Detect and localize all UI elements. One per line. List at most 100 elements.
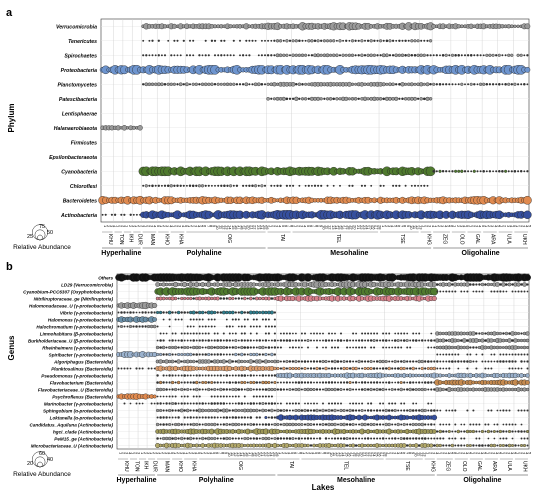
abundance-dot xyxy=(207,416,210,419)
abundance-dot xyxy=(219,311,223,314)
abundance-dot xyxy=(430,346,433,349)
abundance-dot xyxy=(357,97,360,101)
abundance-dot xyxy=(457,360,460,363)
abundance-dot xyxy=(292,332,294,335)
abundance-dot xyxy=(186,325,189,328)
abundance-dot xyxy=(490,290,493,293)
abundance-dot xyxy=(363,54,367,57)
abundance-dot xyxy=(291,360,295,363)
abundance-dot xyxy=(165,423,168,426)
abundance-dot xyxy=(334,332,336,335)
abundance-dot xyxy=(309,422,313,427)
abundance-dot xyxy=(362,96,368,101)
abundance-dot xyxy=(388,402,391,405)
abundance-dot xyxy=(382,423,385,426)
abundance-dot xyxy=(257,443,262,448)
abundance-dot xyxy=(246,387,250,392)
abundance-dot xyxy=(519,443,524,448)
abundance-dot xyxy=(496,444,499,447)
abundance-dot xyxy=(385,346,388,349)
abundance-dot xyxy=(276,339,279,342)
abundance-dot xyxy=(170,54,173,57)
abundance-dot xyxy=(427,402,430,405)
abundance-dot xyxy=(243,416,246,419)
abundance-dot xyxy=(276,184,279,187)
abundance-dot xyxy=(355,437,358,440)
abundance-dot xyxy=(381,409,385,412)
abundance-dot xyxy=(476,54,479,57)
abundance-dot xyxy=(216,374,219,377)
abundance-dot xyxy=(468,359,472,364)
abundance-dot xyxy=(525,331,530,336)
abundance-dot xyxy=(405,388,409,391)
abundance-dot xyxy=(120,367,123,370)
abundance-dot xyxy=(411,373,416,378)
abundance-dot xyxy=(495,170,498,173)
abundance-dot xyxy=(263,359,268,364)
abundance-dot xyxy=(191,310,196,315)
abundance-dot xyxy=(145,54,148,57)
abundance-dot xyxy=(162,353,165,356)
abundance-dot xyxy=(123,367,126,370)
abundance-dot xyxy=(183,353,187,357)
abundance-dot xyxy=(168,339,171,342)
abundance-dot xyxy=(304,82,308,86)
abundance-dot xyxy=(406,367,409,370)
abundance-dot xyxy=(436,409,439,412)
abundance-dot xyxy=(238,83,242,86)
abundance-dot xyxy=(499,353,502,356)
abundance-dot xyxy=(156,402,159,405)
panel-a-x-axis: 1234123123123123451234123451234567891011… xyxy=(101,225,532,257)
abundance-dot xyxy=(307,346,309,349)
abundance-dot xyxy=(180,352,184,357)
lake-label: KHG xyxy=(430,461,436,472)
abundance-dot xyxy=(243,318,246,321)
abundance-dot xyxy=(472,444,475,447)
abundance-dot xyxy=(387,366,391,371)
abundance-dot xyxy=(508,423,511,426)
abundance-dot xyxy=(240,352,244,357)
abundance-dot xyxy=(407,39,410,42)
abundance-dot xyxy=(481,444,484,447)
abundance-dot xyxy=(213,353,216,356)
abundance-dot xyxy=(454,423,457,426)
abundance-dot xyxy=(160,184,163,187)
abundance-dot xyxy=(324,381,328,384)
abundance-dot xyxy=(237,353,240,356)
abundance-dot xyxy=(132,325,135,328)
abundance-dot xyxy=(188,184,192,188)
abundance-dot xyxy=(243,436,247,441)
abundance-dot xyxy=(463,437,466,440)
abundance-dot xyxy=(439,360,442,363)
abundance-dot xyxy=(192,345,196,350)
abundance-dot xyxy=(397,409,400,412)
abundance-dot xyxy=(454,409,457,412)
abundance-dot xyxy=(367,402,370,405)
abundance-dot xyxy=(248,83,251,86)
abundance-dot xyxy=(404,54,407,57)
abundance-dot xyxy=(316,332,318,335)
abundance-dot xyxy=(507,443,512,448)
abundance-dot xyxy=(433,346,436,349)
abundance-dot xyxy=(354,366,358,371)
abundance-dot xyxy=(352,346,354,349)
abundance-dot xyxy=(361,437,364,440)
abundance-dot xyxy=(237,297,241,300)
abundance-dot xyxy=(351,409,355,412)
abundance-dot xyxy=(252,437,255,440)
abundance-dot xyxy=(397,360,400,363)
abundance-dot xyxy=(438,169,442,173)
abundance-dot xyxy=(261,423,265,426)
abundance-dot xyxy=(300,388,303,391)
abundance-dot xyxy=(330,367,334,370)
abundance-dot xyxy=(436,430,439,433)
abundance-dot xyxy=(463,360,466,363)
abundance-dot xyxy=(309,367,313,370)
abundance-dot xyxy=(410,39,414,43)
abundance-dot xyxy=(369,359,373,364)
abundance-dot xyxy=(313,402,315,405)
abundance-dot xyxy=(186,345,190,350)
abundance-dot xyxy=(147,324,151,329)
abundance-dot xyxy=(204,380,208,385)
abundance-dot xyxy=(158,387,163,392)
